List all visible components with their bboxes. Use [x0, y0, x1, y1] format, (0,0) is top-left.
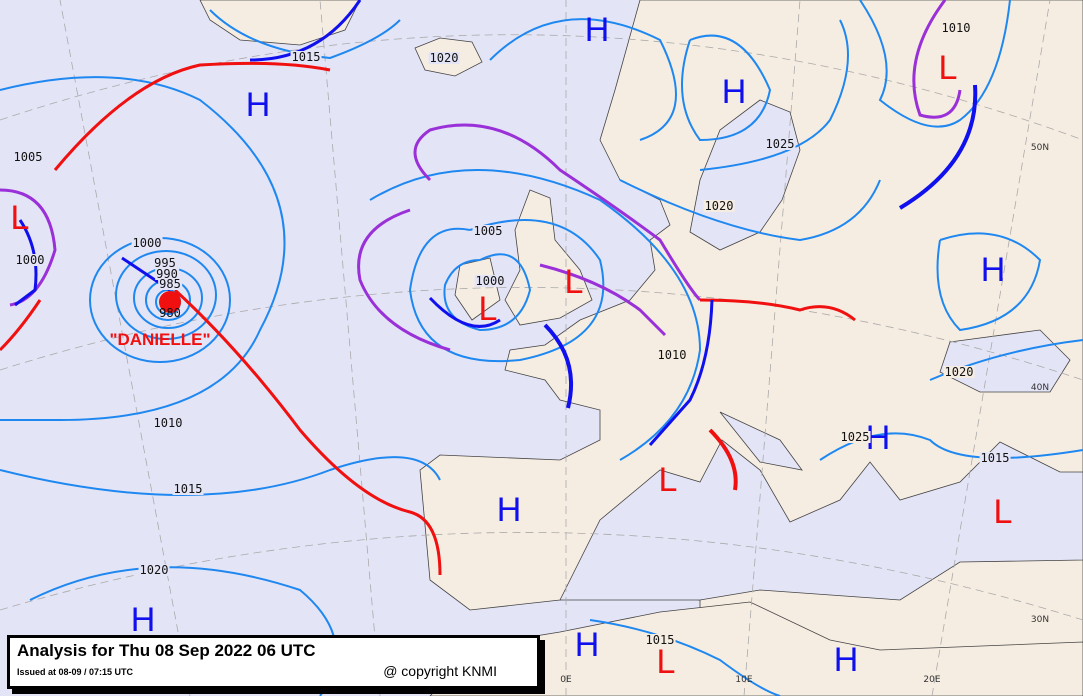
- warm-front: [0, 299, 42, 352]
- occluded-front: [413, 123, 702, 302]
- great-britain: [504, 189, 593, 326]
- high-pressure-center: H: [980, 251, 1006, 289]
- analysis-title: Analysis for Thu 08 Sep 2022 06 UTC: [17, 641, 316, 660]
- high-pressure-center: H: [574, 626, 600, 664]
- low-pressure-center: L: [993, 493, 1013, 531]
- high-pressure-center: H: [245, 86, 271, 124]
- greenland: [199, 0, 361, 46]
- isobar-label: 1015: [290, 50, 322, 64]
- latitude-label: 40N: [1030, 383, 1050, 393]
- isobar-label: 1020: [943, 365, 975, 379]
- storm-center: [159, 291, 181, 313]
- isobar-label: 1000: [131, 236, 163, 250]
- caption-box: Analysis for Thu 08 Sep 2022 06 UTC Issu…: [7, 635, 540, 689]
- low-pressure-center: L: [656, 643, 676, 681]
- longitude-label: 0E: [560, 675, 572, 685]
- isobar-label: 1025: [839, 430, 871, 444]
- isobar-label: 1015: [172, 482, 204, 496]
- high-pressure-center: H: [721, 73, 747, 111]
- latitude-label: 50N: [1030, 143, 1050, 153]
- longitude-label: 20E: [923, 675, 941, 685]
- cold-front: [898, 84, 978, 210]
- isobar-label: 1015: [979, 451, 1011, 465]
- isobar-label: 1005: [12, 150, 44, 164]
- cold-front: [543, 323, 573, 409]
- isobar-label: 1025: [764, 137, 796, 151]
- high-pressure-center: H: [584, 11, 610, 49]
- issued-time: Issued at 08-09 / 07:15 UTC: [17, 667, 134, 677]
- isobar-label: 1005: [472, 224, 504, 238]
- low-pressure-center: L: [938, 49, 958, 87]
- isobar-label: 980: [159, 306, 181, 320]
- seas: [559, 99, 1083, 601]
- isobar-label: 1020: [703, 199, 735, 213]
- isobar-label: 1010: [152, 416, 184, 430]
- isobar-label: 1010: [656, 348, 688, 362]
- warm-front: [53, 61, 331, 171]
- cold-front: [173, 288, 442, 576]
- isobar-label: 1020: [428, 51, 460, 65]
- isobar-label: 1015: [644, 633, 676, 647]
- cold-front: [648, 299, 714, 446]
- low-pressure-center: L: [478, 290, 498, 328]
- ireland: [454, 257, 501, 321]
- isobar-label: 1000: [474, 274, 506, 288]
- occluded-front: [539, 263, 667, 337]
- isobar-label: 1020: [138, 563, 170, 577]
- occluded-front: [912, 0, 962, 119]
- warm-front: [699, 298, 856, 322]
- cold-front: [249, 0, 362, 62]
- longitude-label: 10E: [735, 675, 753, 685]
- high-pressure-center: H: [496, 491, 522, 529]
- copyright: @ copyright KNMI: [383, 663, 497, 679]
- baltic-sea: [689, 99, 801, 251]
- isobar-label: 1010: [940, 21, 972, 35]
- warm-front: [708, 428, 738, 491]
- isobar-label: 995: [153, 256, 177, 270]
- cold-front: [428, 296, 501, 328]
- high-pressure-center: H: [833, 641, 859, 679]
- low-pressure-center: L: [658, 461, 678, 499]
- occluded-front: [357, 208, 451, 352]
- storm-name: "DANIELLE": [109, 330, 211, 349]
- adriatic-sea: [719, 411, 803, 471]
- low-pressure-center: L: [10, 199, 30, 237]
- isobar-label: 1000: [14, 253, 46, 267]
- mediterranean-sea: [559, 439, 1083, 601]
- isobar-label: 985: [158, 277, 182, 291]
- latitude-label: 30N: [1030, 615, 1050, 625]
- low-pressure-center: L: [564, 263, 584, 301]
- high-pressure-center: H: [130, 601, 156, 639]
- isobar-label: 990: [155, 267, 179, 281]
